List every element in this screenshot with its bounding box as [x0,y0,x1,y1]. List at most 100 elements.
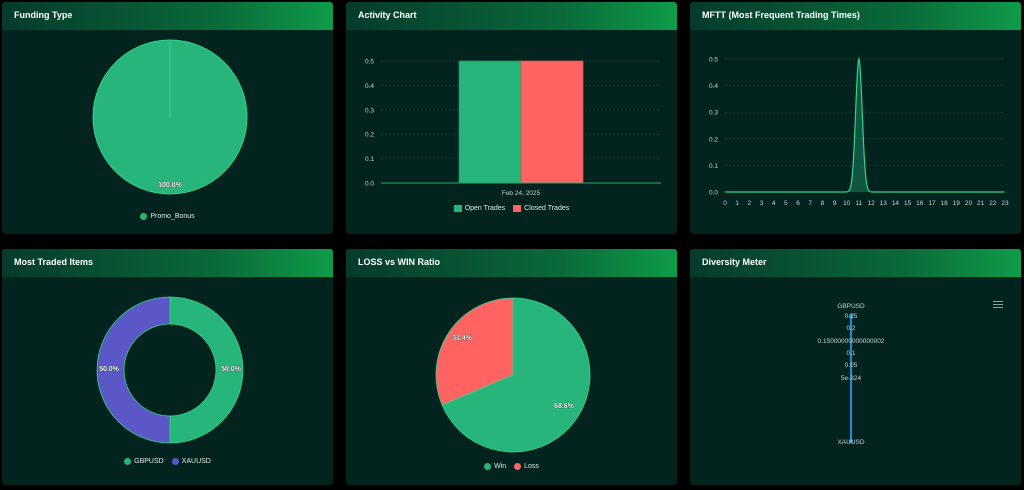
card-title: Most Traded Items [2,249,333,277]
legend-label: Loss [524,463,539,470]
x-tick-label: 13 [880,200,888,207]
card-title: LOSS vs WIN Ratio [346,249,677,277]
y-tick-label: 0.1 [709,163,718,170]
x-tick-label: 16 [916,200,924,207]
legend-label: Promo_Bonus [150,213,195,220]
legend: GBPUSD XAUUSD [2,458,333,465]
legend-label: GBPUSD [134,458,164,465]
pie-slice [96,296,171,444]
ratio-pie-chart: 68.6% 31.4% [435,297,591,453]
y-tick-label: 0.0 [365,181,374,188]
y-tick-label: 0.2 [709,136,718,143]
legend-item[interactable]: Win [484,463,506,470]
tick-label: 0.1 [846,350,855,357]
legend-item[interactable]: XAUUSD [171,458,211,465]
x-tick-label: 22 [989,200,997,207]
y-tick-label: 0.2 [365,132,374,139]
diversity-meter-card: Diversity Meter GBPUSD XAUUSD 0.25 0.2 0.150… [690,249,1021,485]
card-title: Activity Chart [346,2,677,30]
category-label: XAUUSD [837,439,864,446]
legend-marker [484,463,492,470]
y-tick-label: 0.3 [365,107,374,114]
mftt-card: MFTT (Most Frequent Trading Times) 0.0 0.… [690,2,1021,234]
x-tick-label: 4 [772,200,776,207]
legend: Open Trades Closed Trades [346,205,677,212]
legend-marker [453,205,462,212]
x-tick-label: 5 [784,200,788,207]
y-tick-label: 0.5 [365,59,374,66]
slice-label: 68.6% [554,403,575,410]
card-title: Diversity Meter [690,249,1021,277]
pie-slice [441,297,591,453]
x-tick-label: 2 [748,200,752,207]
tick-label: 5e-324 [841,375,862,382]
mftt-area-chart: 0.00.10.20.30.40.50 1 2 3 4 5 6 7 8 9 10 11 12 13 14 15… [709,56,1009,208]
y-tick-label: 0.4 [365,83,374,90]
most-traded-items-card: Most Traded Items 50.0% 50.0% GBPUSD XAUU… [2,249,333,485]
legend-label: Win [494,463,507,470]
x-tick-label: 10 [843,200,851,207]
pie-slice [169,296,244,444]
hamburger-menu-icon[interactable] [993,301,1003,309]
legend-marker [140,213,148,220]
x-tick-label: 14 [892,200,900,207]
loss-vs-win-card: LOSS vs WIN Ratio 68.6% 31.4% Win Loss [346,249,677,485]
legend-item[interactable]: Loss [514,463,539,470]
pie-slice [435,297,514,406]
legend-label: XAUUSD [181,458,211,465]
x-tick-label: 9 [833,200,837,207]
bar [520,60,584,184]
activity-chart-card: Activity Chart 0.0 0.1 0.2 0.3 0.4 0.5 Feb 24,… [346,2,677,234]
y-tick-label: 0.5 [709,57,718,64]
traded-donut-chart: 50.0% 50.0% [96,296,244,444]
x-tick-label: 0 [723,200,727,207]
x-tick-label: 8 [821,200,825,207]
activity-bar-chart: 0.0 0.1 0.2 0.3 0.4 0.5 Feb 24, 2025 [365,59,661,197]
legend-marker [171,458,179,465]
bar [458,60,522,184]
y-tick-label: 0.4 [709,83,718,90]
slice-label: 100.0% [158,182,183,189]
data-point [848,313,854,319]
legend-label: Open Trades [464,205,506,212]
x-tick-label: 7 [808,200,812,207]
legend-item[interactable]: Closed Trades [513,205,569,212]
category-label: GBPUSD [837,303,865,310]
x-tick-label: 15 [904,200,912,207]
x-tick-label: Feb 24, 2025 [502,190,541,197]
y-tick-label: 0.3 [709,110,718,117]
menu-bar [993,301,1003,302]
legend-marker [124,458,132,465]
menu-bar [993,304,1003,305]
x-tick-label: 18 [941,200,949,207]
legend: Win Loss [346,463,677,470]
funding-type-card: Funding Type 100.0% Promo_Bonus [2,2,333,234]
x-tick-label: 11 [856,200,863,207]
x-tick-label: 19 [953,200,961,207]
card-title: Funding Type [2,2,333,30]
x-tick-label: 20 [965,200,973,207]
x-tick-label: 12 [867,200,875,207]
legend-item[interactable]: Open Trades [453,205,506,212]
slice-label: 50.0% [99,366,120,373]
legend-marker [514,463,522,470]
x-tick-label: 6 [796,200,800,207]
legend-item[interactable]: GBPUSD [124,458,164,465]
tick-label: 0.15000000000000002 [818,338,885,345]
slice-label: 31.4% [452,335,473,342]
series-line [725,56,1005,193]
legend: Promo_Bonus [2,213,333,220]
funding-pie-chart: 100.0% [92,39,248,195]
menu-bar [993,307,1003,308]
tick-label: 0.25 [845,313,858,320]
y-tick-label: 0.0 [709,190,718,197]
x-tick-label: 21 [977,200,985,207]
x-tick-label: 3 [760,200,764,207]
y-tick-label: 0.1 [365,156,374,163]
legend-label: Closed Trades [524,205,570,212]
legend-item[interactable]: Promo_Bonus [140,213,195,220]
x-tick-label: 17 [928,200,936,207]
data-point [848,438,854,444]
card-title: MFTT (Most Frequent Trading Times) [690,2,1021,30]
tick-label: 0.2 [846,325,855,332]
